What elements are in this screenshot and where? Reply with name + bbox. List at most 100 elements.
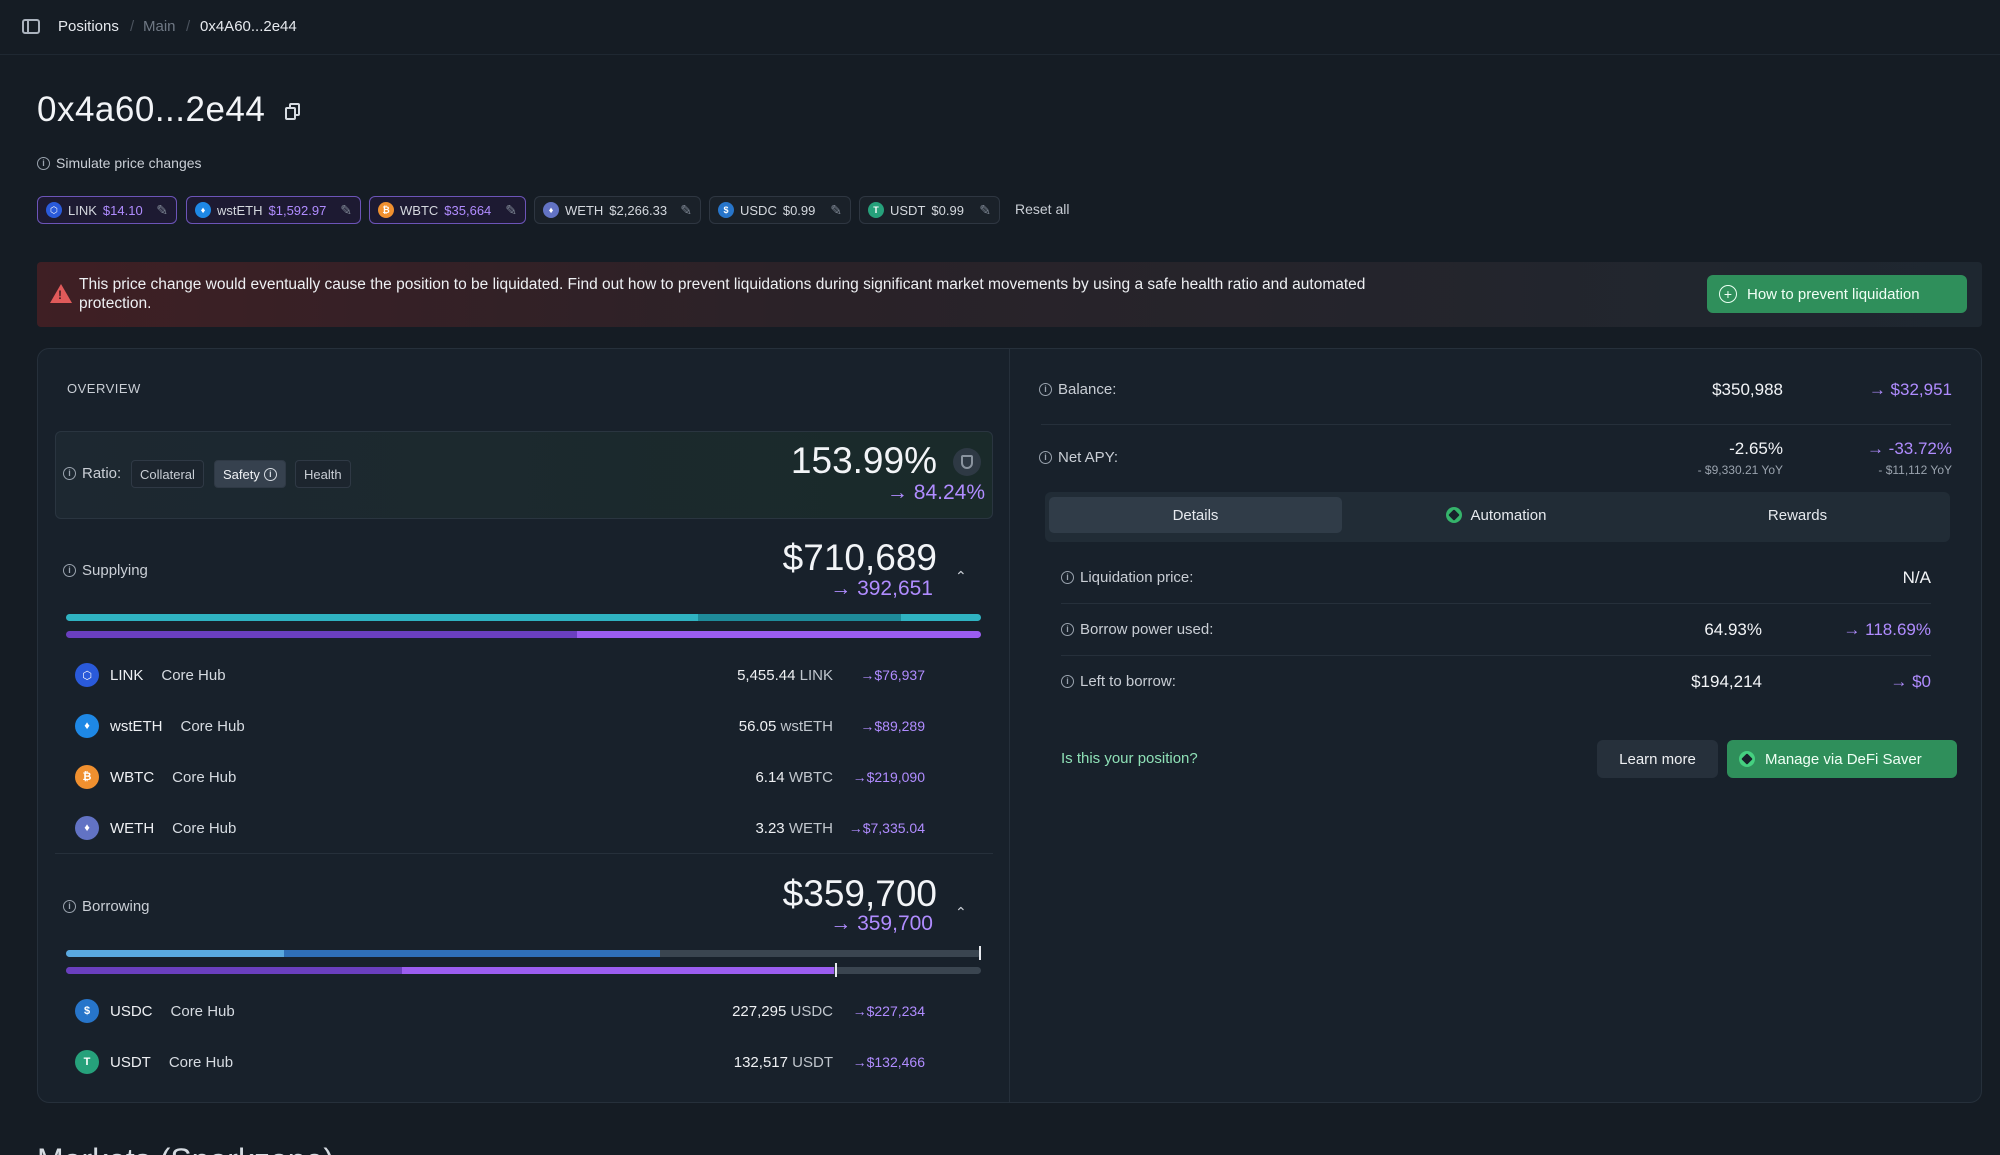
price-chip-weth[interactable]: ♦ WETH $2,266.33 ✎: [534, 196, 701, 224]
tab-label: Automation: [1470, 506, 1547, 524]
automation-icon: [1445, 507, 1462, 523]
supply-row-wsteth[interactable]: ♦ wstETH Core Hub 56.05 wstETH →$89,289: [75, 706, 925, 746]
balance-value: $350,988: [1712, 380, 1783, 399]
info-icon: i: [1039, 383, 1052, 396]
row-divider: [1061, 655, 1931, 656]
supply-row-link[interactable]: ⬡ LINK Core Hub 5,455.44 LINK →$76,937: [75, 655, 925, 695]
link-token-icon: ⬡: [75, 663, 99, 687]
column-divider: [1009, 349, 1010, 1102]
ratio-box: [55, 431, 993, 519]
usd-value: $76,937: [874, 667, 925, 683]
borrow-row-usdc[interactable]: $ USDC Core Hub 227,295 USDC →$227,234: [75, 991, 925, 1031]
breadcrumb-positions[interactable]: Positions: [58, 18, 119, 35]
balance-new-text: $32,951: [1890, 380, 1952, 399]
ratio-new-text: 84.24%: [913, 481, 985, 504]
breadcrumb-main[interactable]: Main: [143, 18, 176, 35]
ratio-option-health[interactable]: Health: [295, 460, 351, 488]
borrowing-current-bar: [66, 950, 981, 957]
amount-value: 227,295: [732, 1002, 787, 1020]
tab-automation[interactable]: Automation: [1346, 497, 1646, 533]
weth-token-icon: ♦: [543, 202, 559, 218]
reset-all-link[interactable]: Reset all: [1015, 201, 1070, 217]
liquidation-warning: [37, 262, 1982, 327]
chip-token: LINK: [68, 202, 97, 218]
balance-label-text: Balance:: [1058, 381, 1117, 398]
tab-rewards[interactable]: Rewards: [1767, 506, 1828, 524]
section-divider: [55, 853, 993, 854]
borrowing-label: i Borrowing: [63, 898, 150, 915]
liquidation-price-text: Liquidation price:: [1080, 569, 1194, 586]
supply-row-wbtc[interactable]: ₿ WBTC Core Hub 6.14 WBTC →$219,090: [75, 757, 925, 797]
breadcrumb-separator: /: [186, 18, 191, 35]
ratio-option-safety[interactable]: Safety i: [214, 460, 286, 488]
copy-icon[interactable]: [285, 103, 300, 120]
overview-heading: OVERVIEW: [67, 381, 141, 396]
edit-pencil-icon[interactable]: ✎: [340, 201, 352, 218]
asset-symbol: WBTC: [110, 768, 155, 786]
top-bar: [0, 0, 2000, 55]
asset-hub: Core Hub: [180, 717, 245, 735]
price-chip-link[interactable]: ⬡ LINK $14.10 ✎: [37, 196, 177, 224]
info-icon: i: [1039, 451, 1052, 464]
arrow-icon: →: [1843, 620, 1861, 639]
chip-token: WBTC: [400, 202, 439, 218]
arrow-icon: →: [848, 820, 863, 836]
borrow-row-usdt[interactable]: T USDT Core Hub 132,517 USDT →$132,466: [75, 1042, 925, 1082]
amount-unit: WBTC: [788, 768, 833, 786]
chevron-up-icon[interactable]: ⌃: [955, 904, 967, 920]
price-chip-usdt[interactable]: T USDT $0.99 ✎: [859, 196, 1000, 224]
edit-pencil-icon[interactable]: ✎: [156, 201, 168, 218]
borrowing-text: Borrowing: [82, 898, 150, 915]
link-token-icon: ⬡: [46, 202, 62, 218]
chevron-up-icon[interactable]: ⌃: [955, 568, 967, 584]
manage-defi-saver-button[interactable]: Manage via DeFi Saver: [1727, 740, 1957, 778]
asset-usd: →$76,937: [843, 667, 925, 683]
tab-details[interactable]: Details: [1049, 497, 1342, 533]
borrowing-new-total: → 359,700: [780, 912, 933, 936]
warning-text: This price change would eventually cause…: [79, 276, 1366, 312]
weth-token-icon: ♦: [75, 816, 99, 840]
asset-symbol: USDT: [110, 1053, 151, 1071]
balance-label: i Balance:: [1039, 381, 1116, 398]
asset-amount: 5,455.44 LINK: [737, 667, 833, 684]
arrow-icon: →: [852, 1003, 867, 1019]
asset-hub: Core Hub: [170, 1002, 235, 1020]
borrow-limit-marker: [835, 963, 837, 977]
left-to-borrow-new-text: $0: [1912, 672, 1931, 691]
price-chip-wbtc[interactable]: ₿ WBTC $35,664 ✎: [369, 196, 526, 224]
borrow-power-value: 64.93%: [1704, 620, 1762, 639]
asset-usd: →$227,234: [843, 1003, 925, 1019]
row-divider: [1041, 424, 1951, 425]
edit-pencil-icon[interactable]: ✎: [680, 201, 692, 218]
sidebar-toggle-icon[interactable]: [22, 19, 40, 34]
price-chip-wsteth[interactable]: ♦ wstETH $1,592.97 ✎: [186, 196, 361, 224]
usd-value: $219,090: [866, 769, 925, 785]
asset-hub: Core Hub: [172, 819, 237, 837]
borrowing-new-text: 359,700: [857, 912, 933, 935]
prevent-liquidation-button[interactable]: + How to prevent liquidation: [1707, 275, 1967, 313]
chip-token: wstETH: [217, 202, 263, 218]
asset-symbol: WETH: [110, 819, 155, 837]
breadcrumb-separator: /: [130, 18, 135, 35]
arrow-icon: →: [852, 769, 867, 785]
net-apy-new-value: → -33.72%: [1800, 439, 1952, 459]
supplying-text: Supplying: [82, 562, 148, 579]
supply-row-weth[interactable]: ♦ WETH Core Hub 3.23 WETH →$7,335.04: [75, 808, 925, 848]
edit-pencil-icon[interactable]: ✎: [830, 201, 842, 218]
amount-unit: LINK: [799, 666, 833, 684]
amount-unit: wstETH: [780, 717, 834, 735]
price-chip-usdc[interactable]: $ USDC $0.99 ✎: [709, 196, 851, 224]
arrow-icon: →: [830, 912, 852, 935]
asset-amount: 56.05 wstETH: [739, 718, 833, 735]
info-icon: i: [63, 467, 76, 480]
learn-more-button[interactable]: Learn more: [1597, 740, 1718, 778]
edit-pencil-icon[interactable]: ✎: [979, 201, 991, 218]
chip-token: WETH: [565, 202, 604, 218]
chip-price: $1,592.97: [268, 202, 327, 218]
edit-pencil-icon[interactable]: ✎: [505, 201, 517, 218]
supplying-projected-bar: [66, 631, 981, 638]
chip-token: USDC: [740, 202, 777, 218]
ownership-question[interactable]: Is this your position?: [1061, 750, 1198, 767]
ratio-option-collateral[interactable]: Collateral: [131, 460, 204, 488]
ratio-value: 153.99%: [790, 440, 937, 481]
